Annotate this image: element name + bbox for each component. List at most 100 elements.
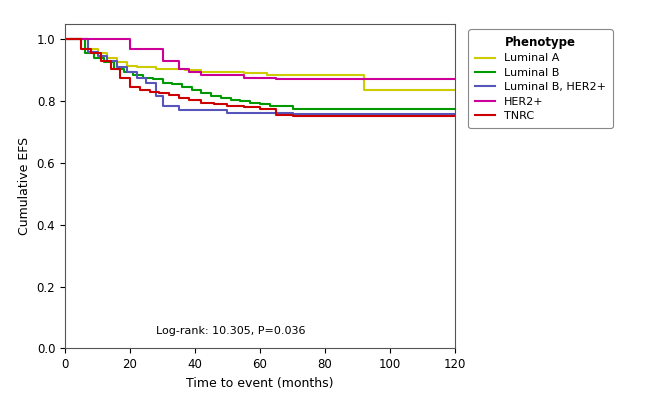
TNRC bbox=[240, 105, 248, 110]
Line: Luminal B, HER2+: Luminal B, HER2+ bbox=[65, 39, 455, 114]
Luminal A bbox=[289, 72, 296, 77]
Luminal A bbox=[84, 46, 92, 51]
X-axis label: Time to event (months): Time to event (months) bbox=[187, 377, 333, 390]
HER2+ bbox=[240, 76, 248, 80]
Luminal B bbox=[168, 82, 176, 86]
Line: HER2+: HER2+ bbox=[65, 39, 455, 80]
Luminal B, HER2+ bbox=[159, 103, 166, 108]
TNRC bbox=[97, 59, 105, 63]
Luminal B bbox=[159, 80, 166, 85]
Luminal B, HER2+ bbox=[321, 112, 329, 116]
Luminal B bbox=[198, 91, 205, 96]
Luminal B bbox=[100, 60, 108, 65]
Luminal B, HER2+ bbox=[289, 112, 296, 116]
TNRC bbox=[87, 51, 95, 55]
TNRC bbox=[77, 46, 85, 51]
HER2+ bbox=[159, 59, 166, 63]
Luminal A bbox=[217, 69, 225, 74]
HER2+ bbox=[116, 37, 124, 42]
Luminal A bbox=[198, 69, 205, 74]
Line: Luminal B: Luminal B bbox=[65, 39, 455, 109]
Luminal B bbox=[61, 37, 69, 42]
Luminal B, HER2+ bbox=[152, 94, 160, 99]
Luminal B bbox=[419, 107, 426, 111]
Luminal A bbox=[181, 68, 189, 72]
Luminal A bbox=[94, 51, 101, 55]
TNRC bbox=[198, 100, 205, 105]
Luminal B, HER2+ bbox=[224, 110, 231, 115]
Luminal B bbox=[90, 55, 98, 60]
TNRC bbox=[116, 76, 124, 80]
Luminal A bbox=[133, 65, 140, 69]
Line: Luminal A: Luminal A bbox=[65, 39, 455, 90]
TNRC bbox=[107, 66, 114, 71]
Luminal B bbox=[237, 99, 244, 103]
Luminal B bbox=[178, 85, 186, 89]
Luminal B bbox=[81, 51, 88, 55]
HER2+ bbox=[185, 69, 192, 74]
HER2+ bbox=[419, 77, 426, 82]
HER2+ bbox=[126, 46, 134, 51]
TNRC bbox=[136, 88, 144, 93]
TNRC bbox=[256, 107, 264, 111]
TNRC bbox=[126, 85, 134, 89]
TNRC bbox=[175, 95, 183, 100]
Luminal A bbox=[263, 72, 270, 77]
Luminal A bbox=[123, 63, 131, 68]
TNRC bbox=[61, 37, 69, 42]
Luminal B, HER2+ bbox=[61, 37, 69, 42]
Luminal B bbox=[139, 76, 147, 80]
Luminal B, HER2+ bbox=[256, 110, 264, 115]
Luminal B bbox=[227, 97, 235, 102]
Luminal B bbox=[451, 107, 459, 111]
Luminal A bbox=[451, 88, 459, 93]
Luminal B bbox=[246, 100, 254, 105]
TNRC bbox=[185, 97, 192, 102]
HER2+ bbox=[451, 77, 459, 82]
HER2+ bbox=[198, 72, 205, 77]
TNRC bbox=[289, 114, 296, 118]
Luminal B, HER2+ bbox=[142, 80, 150, 85]
HER2+ bbox=[142, 46, 150, 51]
Luminal B, HER2+ bbox=[175, 108, 183, 113]
TNRC bbox=[165, 93, 173, 97]
HER2+ bbox=[61, 37, 69, 42]
Luminal B, HER2+ bbox=[84, 49, 92, 54]
Luminal B bbox=[120, 69, 127, 74]
Luminal B bbox=[321, 107, 329, 111]
TNRC bbox=[321, 114, 329, 118]
Luminal A bbox=[61, 37, 69, 42]
Luminal A bbox=[360, 88, 368, 93]
Luminal A bbox=[165, 66, 173, 71]
Luminal B bbox=[266, 103, 274, 108]
TNRC bbox=[451, 114, 459, 118]
TNRC bbox=[272, 112, 280, 117]
Luminal B bbox=[110, 66, 118, 71]
Line: TNRC: TNRC bbox=[65, 39, 455, 116]
Legend: Luminal A, Luminal B, Luminal B, HER2+, HER2+, TNRC: Luminal A, Luminal B, Luminal B, HER2+, … bbox=[469, 29, 612, 128]
Luminal A bbox=[321, 72, 329, 77]
TNRC bbox=[146, 89, 153, 94]
Luminal B bbox=[256, 102, 264, 107]
Text: Log-rank: 10.305, P=0.036: Log-rank: 10.305, P=0.036 bbox=[156, 326, 306, 336]
Luminal B, HER2+ bbox=[451, 112, 459, 116]
Luminal B, HER2+ bbox=[94, 54, 101, 59]
Luminal B, HER2+ bbox=[113, 65, 121, 69]
Luminal A bbox=[240, 71, 248, 76]
Y-axis label: Cumulative EFS: Cumulative EFS bbox=[18, 137, 31, 235]
Luminal B, HER2+ bbox=[191, 108, 199, 113]
TNRC bbox=[155, 91, 163, 96]
Luminal B bbox=[217, 95, 225, 100]
TNRC bbox=[211, 102, 218, 107]
Luminal B bbox=[129, 72, 137, 77]
HER2+ bbox=[175, 66, 183, 71]
Luminal B bbox=[149, 77, 157, 82]
Luminal B, HER2+ bbox=[103, 59, 111, 63]
Luminal A bbox=[113, 60, 121, 65]
Luminal A bbox=[103, 55, 111, 60]
Luminal B bbox=[207, 94, 215, 99]
Luminal B, HER2+ bbox=[133, 76, 140, 80]
Luminal B bbox=[289, 107, 296, 111]
HER2+ bbox=[272, 77, 280, 82]
Luminal A bbox=[142, 65, 150, 69]
